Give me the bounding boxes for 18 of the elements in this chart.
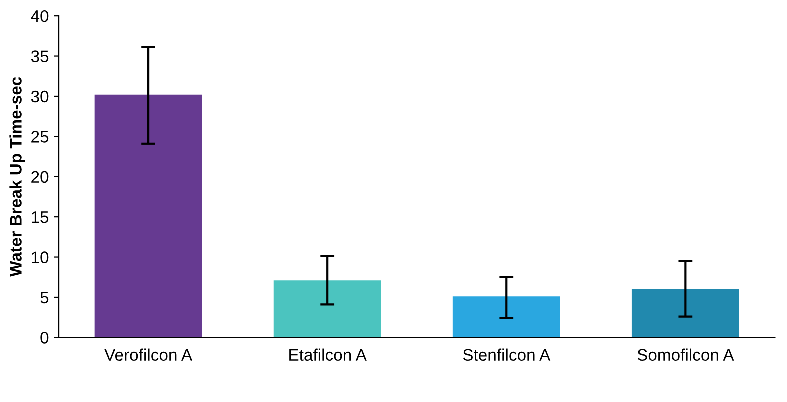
bar [94,94,202,338]
x-tick-label: Somofilcon A [638,348,734,362]
y-tick-label: 35 [31,50,49,62]
x-tick-label: Stenfilcon A [463,348,551,362]
bar [452,296,560,338]
y-tick-label: 25 [32,131,49,143]
y-tick-label: 10 [32,252,49,264]
x-tick-label: Etafilcon A [290,348,367,362]
y-tick-label: 20 [32,171,49,184]
y-tick-label: 30 [31,90,49,103]
y-tick-label: 15 [32,212,49,224]
y-tick-label: 5 [40,292,49,304]
y-tick-label: 40 [31,10,49,22]
bar [274,280,382,338]
y-tick-label: 0 [40,332,49,344]
x-tick-label: Verofilcon A [104,348,193,362]
y-axis-title: Water Break Up Time-sec [10,77,26,277]
bar [632,289,740,338]
